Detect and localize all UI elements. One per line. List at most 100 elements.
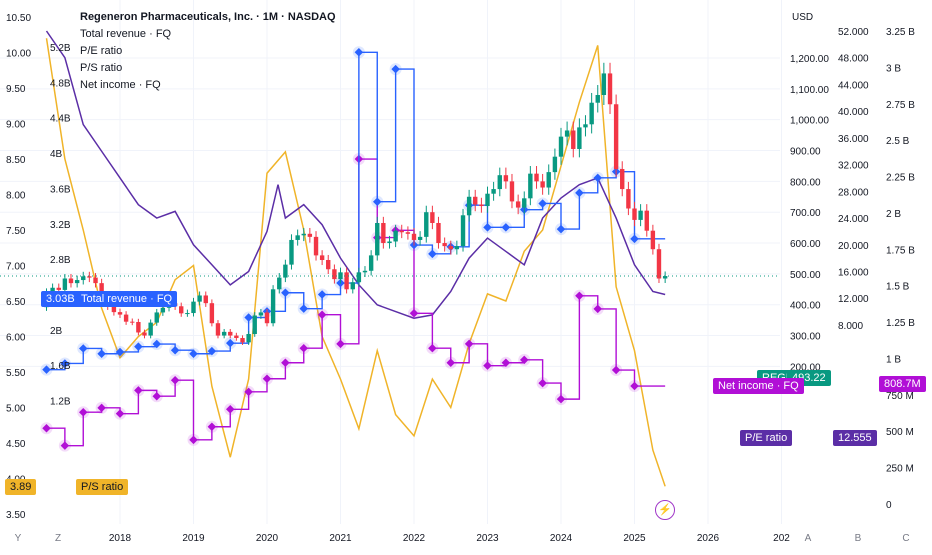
candle [203,295,208,304]
legend-netincome[interactable]: Net income · FQ [80,79,161,91]
candle [411,233,417,240]
candle [626,189,631,209]
pe-axis-label: 20.000 [838,241,869,252]
ps-axis-label: 6.50 [6,297,26,308]
axis-letter: Y [15,533,22,544]
candle [68,278,74,284]
candle [277,277,282,290]
netincome-axis-label: 750 M [886,391,914,402]
x-axis-label: 2021 [329,533,352,544]
revenue-point [373,197,382,206]
netincome-point [60,441,70,450]
netincome-point [409,309,419,318]
netincome-axis-label: 2.25 B [886,173,915,184]
netincome-axis-label: 2.5 B [886,136,910,147]
revenue-value-tag: 3.03B [41,291,80,307]
candle [644,210,649,231]
revenue-point [60,359,70,368]
candle [307,233,313,237]
currency-label: USD [792,12,813,23]
netincome-point [556,394,566,404]
candle [295,235,300,240]
legend-ps[interactable]: P/S ratio [80,62,123,74]
candle [191,301,196,314]
candle [497,175,502,190]
x-axis-label: 2025 [623,533,646,544]
legend-pe[interactable]: P/E ratio [80,45,123,57]
x-axis-label: 2019 [182,533,205,544]
price-axis-label: 700.00 [790,208,821,219]
candle [442,243,447,247]
pe-axis-label: 44.000 [838,80,869,91]
netincome-axis-label: 0 [886,500,892,511]
candle [81,276,86,281]
candle [350,282,355,290]
netincome-axis-label: 250 M [886,464,914,475]
x-axis-label: 2023 [476,533,499,544]
netincome-point [262,374,272,383]
candle [601,73,607,96]
legend-revenue[interactable]: Total revenue · FQ [80,28,172,40]
netincome-point [152,391,161,401]
ps-axis-label: 7.50 [6,226,26,237]
x-axis-label: 2022 [403,533,426,544]
netincome-point [42,423,51,433]
netincome-point [226,405,235,414]
revenue-point [42,365,51,374]
netincome-point [593,304,602,314]
candle [111,306,117,313]
candle [130,321,135,323]
candle [270,289,276,324]
candle [123,314,129,322]
candle [607,73,613,105]
price-axis-label: 800.00 [790,177,821,188]
revenue-point [207,346,217,356]
revenue-axis-label: 4B [50,149,63,160]
netincome-point [501,358,511,367]
price-axis-label: 500.00 [790,270,821,281]
netincome-point [446,358,455,367]
ps-axis-label: 7.00 [6,262,26,273]
axis-letter: B [855,533,862,544]
netincome-point [336,339,345,349]
ps-name-tag: P/S ratio [76,479,129,495]
pe-axis-label: 52.000 [838,27,869,38]
candle [571,130,576,149]
candle [650,230,656,250]
candle [99,283,104,299]
price-axis-label: 200.00 [790,362,821,373]
ps-axis-label: 5.50 [6,368,26,379]
pe-axis-label: 36.000 [838,134,869,145]
revenue-axis-label: 3.6B [50,184,71,195]
revenue-point [483,223,492,232]
x-axis-label: 202 [773,533,790,544]
pe-axis-label: 48.000 [838,54,869,65]
candle [258,312,264,316]
netincome-axis-label: 500 M [886,427,914,438]
ps-axis-label: 4.50 [6,439,26,450]
pe-axis-label: 24.000 [838,214,869,225]
netincome-axis-label: 1.5 B [886,282,910,293]
pe-axis-label: 32.000 [838,161,869,172]
candle [368,255,374,271]
candle [662,276,668,279]
candle [534,173,539,182]
candle [424,212,429,237]
ps-axis-label: 8.50 [6,155,26,166]
netincome-point [115,409,125,418]
revenue-name-tag: Total revenue · FQ [76,291,178,307]
netincome-point [520,355,529,365]
candle [209,303,215,324]
candle [215,323,221,336]
candle [638,210,643,220]
price-axis-label: 400.00 [790,301,821,312]
candle [503,175,509,182]
lightning-icon[interactable]: ⚡ [655,500,675,520]
chart-legend: Regeneron Pharmaceuticals, Inc. · 1M · N… [80,9,336,94]
netincome-name-tag: Net income · FQ [713,378,804,394]
price-axis-label: 300.00 [790,332,821,343]
price-axis-label: 600.00 [790,239,821,250]
netincome-axis-label: 1 B [886,354,901,365]
